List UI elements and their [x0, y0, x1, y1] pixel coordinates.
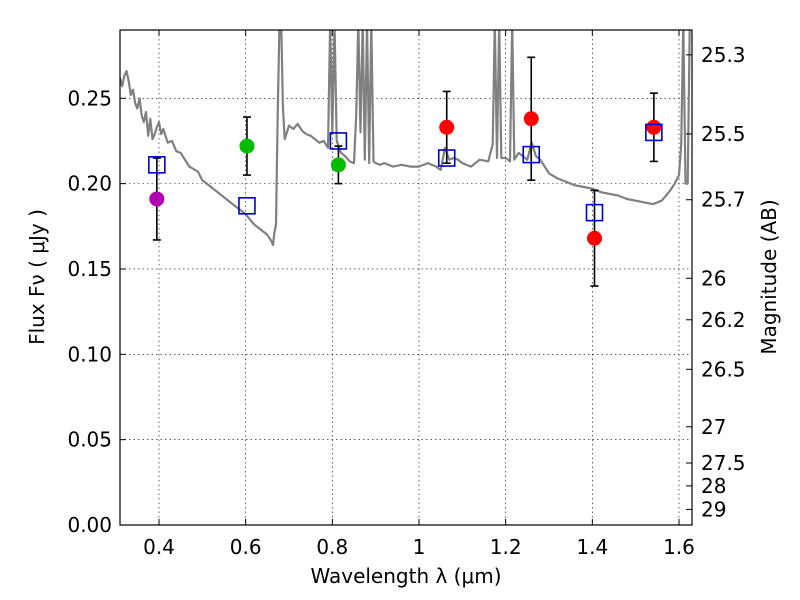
x-axis-title: Wavelength λ (μm) [310, 564, 501, 588]
x-tick-label: 1.4 [576, 535, 608, 559]
observed-point [149, 191, 165, 207]
y-tick-label: 0.20 [67, 172, 112, 196]
mag-tick-label: 25.7 [701, 188, 746, 212]
mag-tick-label: 25.5 [701, 122, 746, 146]
mag-tick-label: 26 [701, 266, 726, 290]
y-tick-label: 0.10 [67, 342, 112, 366]
model-point [522, 145, 541, 164]
observed-point [239, 138, 255, 154]
mag-tick-label: 25.3 [701, 43, 746, 67]
plot-frame [119, 29, 693, 526]
mag-tick-label: 27 [701, 415, 726, 439]
x-tick-label: 0.8 [316, 535, 348, 559]
model-point [148, 156, 166, 174]
y-tick-label: 0.05 [67, 428, 112, 452]
observed-point [587, 230, 602, 246]
model-point [329, 132, 348, 150]
grid [120, 30, 692, 525]
mag-tick-label: 28 [701, 474, 726, 498]
plot-area [120, 30, 691, 287]
y-tick-label: 0.00 [67, 513, 112, 537]
mag-tick-label: 26.2 [701, 308, 746, 332]
y-tick-label: 0.25 [67, 86, 112, 110]
x-tick-label: 1.6 [663, 535, 695, 559]
y-axis-title: Flux Fν ( μJy ) [25, 209, 49, 345]
x-tick-label: 0.6 [230, 535, 262, 559]
mag-tick-label: 26.5 [701, 357, 746, 381]
observed-point [646, 119, 662, 135]
mag-tick-label: 29 [701, 497, 726, 521]
model-point [437, 149, 456, 167]
model-point [238, 197, 256, 215]
observed-point [439, 119, 455, 135]
y2-axis-title: Magnitude (AB) [757, 199, 781, 354]
sed-model-line [120, 30, 691, 247]
x-tick-label: 1 [413, 535, 426, 559]
observed-point [330, 157, 346, 173]
x-tick-label: 0.4 [143, 535, 175, 559]
model-point [585, 203, 604, 222]
x-tick-label: 1.2 [490, 535, 522, 559]
axis-ticks: 0.4 0.6 0.8 1 1.2 1.4 1.6 0.00 0.05 0.10 0.15 0.20 0… [67, 30, 746, 559]
model-point [645, 123, 663, 142]
y-tick-label: 0.15 [67, 257, 112, 281]
mag-tick-label: 27.5 [701, 451, 746, 475]
plot-background [120, 30, 692, 525]
observed-point [523, 111, 539, 127]
